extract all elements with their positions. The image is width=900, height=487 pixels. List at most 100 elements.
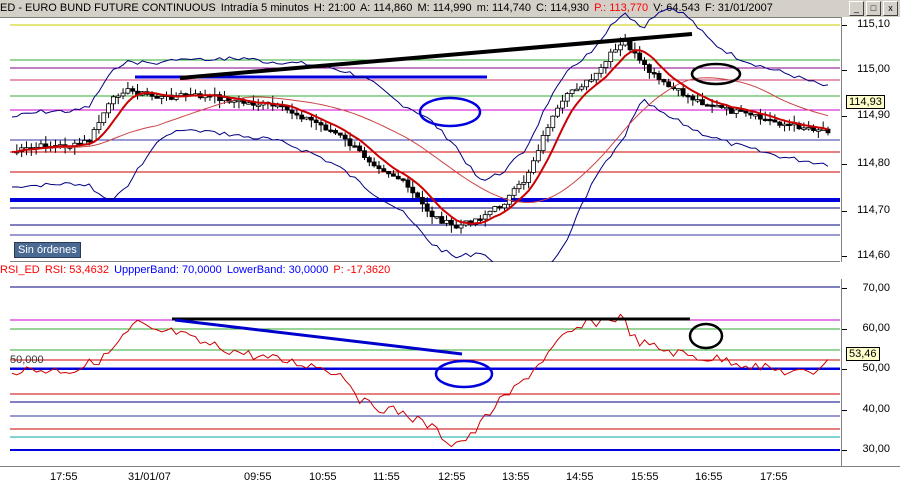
candle-body xyxy=(448,219,454,226)
candle-body xyxy=(560,100,565,109)
time-label: 15:55 xyxy=(631,471,659,483)
time-label: 12:55 xyxy=(438,471,466,483)
black-highlight-ellipse xyxy=(690,62,742,86)
candle-body xyxy=(646,64,652,73)
rsi-tick-mark xyxy=(842,329,847,330)
rsi-p-label: P: -17,3620 xyxy=(333,264,391,276)
candle-body xyxy=(603,61,609,68)
time-label: 17:55 xyxy=(760,471,788,483)
candle-body xyxy=(96,122,102,130)
sin-ordenes-button[interactable]: Sin órdenes xyxy=(14,242,81,258)
candle-body xyxy=(231,100,237,103)
candle-body xyxy=(574,88,580,92)
high-label: M: 114,990 xyxy=(417,2,472,14)
candle-body xyxy=(149,93,155,97)
candle-body xyxy=(772,119,778,123)
candle-body xyxy=(815,129,821,132)
candle-body xyxy=(38,143,44,148)
candle-body xyxy=(415,192,420,198)
candle-body xyxy=(115,95,121,98)
rsi-blue-trendline xyxy=(174,318,463,356)
candle-body xyxy=(323,124,329,131)
rsi-chart-panel[interactable]: RSI_ED RSI: 53,4632 UppperBand: 70,0000 … xyxy=(0,262,900,486)
price-tick-mark xyxy=(842,164,847,165)
price-chart-header: ED - EURO BUND FUTURE CONTINUOUS Intradí… xyxy=(0,0,900,18)
close-button[interactable]: x xyxy=(883,1,898,16)
rsi-tick-label: 70,00 xyxy=(862,282,890,294)
candle-body xyxy=(289,109,295,114)
rsi-line xyxy=(11,313,829,448)
candle-body xyxy=(743,110,749,114)
candle-body xyxy=(782,123,787,127)
candle-body xyxy=(661,79,667,83)
symbol-label: ED - EURO BUND FUTURE CONTINUOUS xyxy=(0,2,216,14)
candle-body xyxy=(748,112,754,116)
candle-body xyxy=(386,170,392,175)
rsi-blue-highlight-ellipse xyxy=(434,359,494,389)
candle-body xyxy=(719,104,725,108)
candle-body xyxy=(304,116,309,120)
candle-body xyxy=(342,134,348,140)
candle-body xyxy=(154,95,160,99)
candle-body xyxy=(429,210,435,218)
price-axis: 115,10 115,00 114,90 114,80 114,70 114,6… xyxy=(841,17,900,262)
candle-body xyxy=(236,99,242,103)
candle-body xyxy=(550,115,556,129)
bollinger-upper-line xyxy=(11,7,829,181)
price-chart-panel[interactable]: ED - EURO BUND FUTURE CONTINUOUS Intradí… xyxy=(0,0,900,262)
candle-body xyxy=(704,104,710,107)
candle-body xyxy=(511,188,517,196)
fast-moving-average-line xyxy=(11,49,829,225)
candle-body xyxy=(159,96,165,99)
candle-body xyxy=(642,59,647,66)
candle-body xyxy=(685,94,691,98)
candle-body xyxy=(651,72,657,75)
rsi-plot-area[interactable] xyxy=(0,262,900,486)
candle-body xyxy=(376,165,382,170)
candle-body xyxy=(328,129,334,132)
candle-body xyxy=(758,114,763,120)
rsi-tick-mark xyxy=(842,450,847,451)
candle-body xyxy=(395,175,401,180)
candle-body xyxy=(347,138,353,147)
minimize-button[interactable]: _ xyxy=(849,1,864,16)
time-label: 10:55 xyxy=(309,471,337,483)
rsi-value-badge: 53,46 xyxy=(846,347,880,361)
candle-body xyxy=(101,112,107,124)
candle-body xyxy=(106,103,111,114)
candle-body xyxy=(313,119,319,123)
time-label: 13:55 xyxy=(502,471,530,483)
candle-body xyxy=(82,140,87,145)
rsi-tick-label: 50,00 xyxy=(862,362,890,374)
price-tick-label: 114,70 xyxy=(857,204,890,216)
date-label: F: 31/01/2007 xyxy=(704,2,773,14)
candle-body xyxy=(709,104,715,107)
candle-body xyxy=(255,104,261,107)
candle-body xyxy=(569,89,575,94)
candle-body xyxy=(110,96,116,105)
candle-body xyxy=(371,161,377,167)
candle-body xyxy=(714,104,720,108)
rsi-tick-label: 60,00 xyxy=(862,322,890,334)
candle-body xyxy=(357,145,363,152)
price-plot-area[interactable] xyxy=(0,0,900,262)
candle-body xyxy=(439,216,445,224)
candle-body xyxy=(284,106,290,111)
candle-body xyxy=(405,179,411,188)
candle-body xyxy=(444,219,449,224)
candle-body xyxy=(318,122,324,126)
candle-body xyxy=(308,116,314,121)
slow-moving-average-line xyxy=(11,77,829,204)
maximize-button[interactable]: □ xyxy=(866,1,881,16)
candle-body xyxy=(598,67,604,74)
candle-body xyxy=(695,99,701,102)
time-axis: 17:55 31/01/07 09:55 10:55 11:55 12:55 1… xyxy=(0,466,900,487)
candle-body xyxy=(482,214,488,220)
candle-body xyxy=(801,127,807,130)
candle-body xyxy=(492,206,498,212)
candle-body xyxy=(531,160,536,173)
price-tick-mark xyxy=(842,25,847,26)
candle-body xyxy=(589,79,594,82)
time-label: 31/01/07 xyxy=(128,471,171,483)
candle-body xyxy=(487,210,493,216)
